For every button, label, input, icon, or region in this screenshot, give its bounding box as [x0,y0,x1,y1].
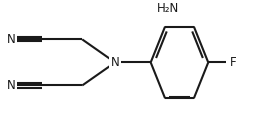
Text: N: N [7,33,15,46]
Text: H₂N: H₂N [157,2,179,15]
Text: N: N [7,79,15,92]
Text: F: F [230,56,237,69]
Text: N: N [111,56,119,69]
